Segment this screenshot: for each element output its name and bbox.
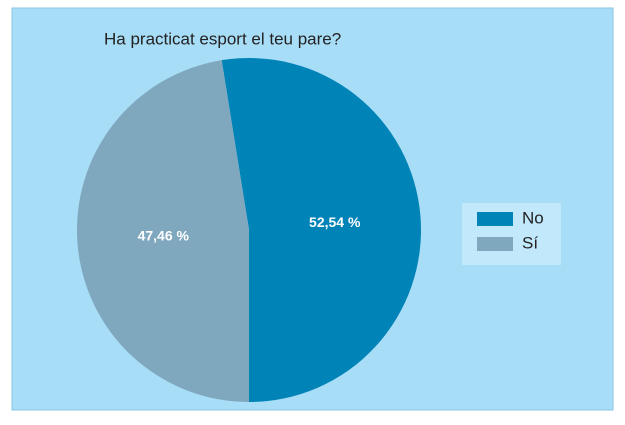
legend-swatch	[477, 212, 513, 226]
pie-slice	[221, 58, 421, 402]
legend-label: Sí	[522, 233, 538, 252]
data-label: 47,46 %	[138, 228, 190, 244]
pie-slice	[77, 60, 249, 403]
legend-swatch	[477, 237, 513, 251]
chart-title: Ha practicat esport el teu pare?	[104, 29, 341, 48]
data-label: 52,54 %	[309, 214, 361, 230]
legend-label: No	[522, 208, 544, 227]
